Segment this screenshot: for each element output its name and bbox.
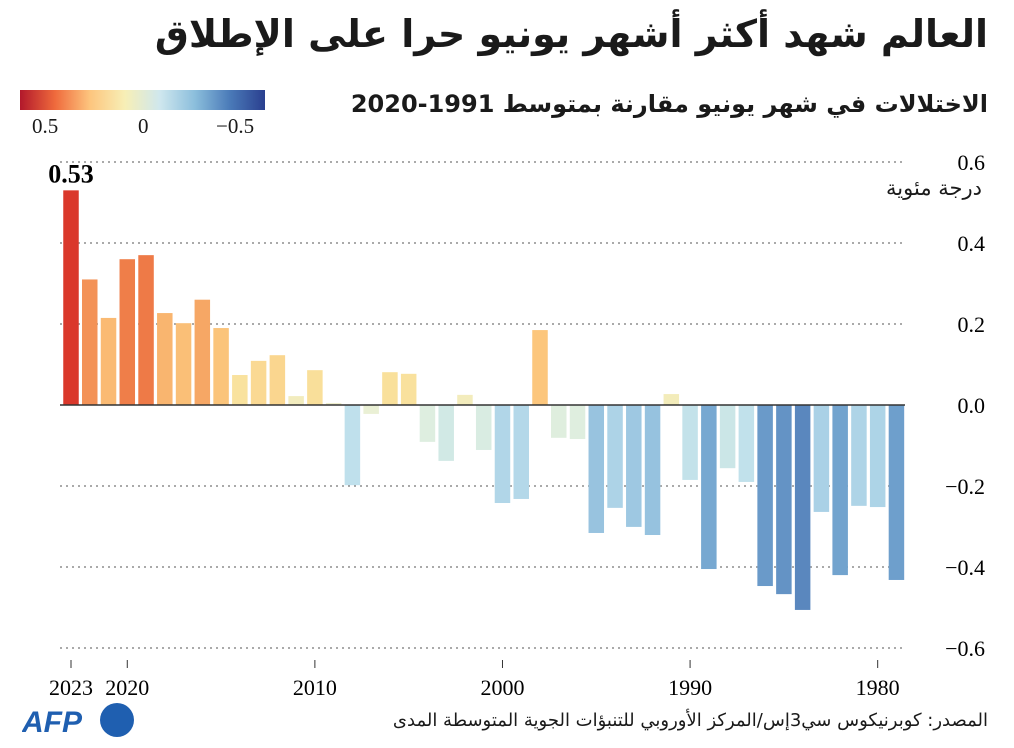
bar-2021 xyxy=(100,317,117,405)
y-tick-label: 0.0 xyxy=(958,393,986,418)
bar-2002 xyxy=(457,394,473,405)
bar-2003 xyxy=(438,405,454,461)
bar-1994 xyxy=(607,405,623,508)
bar-2005 xyxy=(400,373,417,405)
x-tick-label: 2000 xyxy=(480,675,524,700)
bar-2011 xyxy=(288,396,304,405)
x-tick-label: 2020 xyxy=(105,675,149,700)
bar-1986 xyxy=(757,405,773,587)
legend-label-min: −0.5 xyxy=(216,114,255,138)
x-tick-label: 1980 xyxy=(856,675,900,700)
bar-1998 xyxy=(532,330,548,405)
bar-1983 xyxy=(813,405,830,512)
y-tick-label: 0.6 xyxy=(958,150,986,175)
svg-text:AFP: AFP xyxy=(22,706,83,738)
bar-2006 xyxy=(382,372,398,405)
legend-color-bar xyxy=(20,90,265,110)
bar-2014 xyxy=(232,375,248,405)
bar-1992 xyxy=(644,405,661,536)
bar-1982 xyxy=(832,405,848,576)
bar-2001 xyxy=(475,405,492,450)
bar-2017 xyxy=(175,323,192,405)
bar-2012 xyxy=(269,355,286,405)
bar-1989 xyxy=(701,405,717,570)
bar-1988 xyxy=(719,405,736,469)
source-note: المصدر: كوبرنيكوس سي3إس/المركز الأوروبي … xyxy=(392,710,988,731)
bar-1991 xyxy=(663,394,680,405)
bar-1990 xyxy=(682,405,698,480)
bar-2010 xyxy=(307,370,323,405)
bar-2022 xyxy=(82,279,98,405)
bar-2016 xyxy=(194,299,211,405)
bar-1996 xyxy=(569,405,586,440)
y-tick-label: 0.2 xyxy=(958,312,986,337)
value-annotation: 0.53 xyxy=(48,159,94,188)
legend-label-zero: 0 xyxy=(138,114,149,138)
bar-2009 xyxy=(325,402,342,405)
bar-1993 xyxy=(626,405,642,527)
afp-logo: AFP xyxy=(21,702,142,742)
bar-2019 xyxy=(138,255,154,405)
bar-2020 xyxy=(119,259,136,405)
chart-title: العالم شهد أكثر أشهر يونيو حرا على الإطل… xyxy=(154,12,988,56)
bar-2004 xyxy=(419,405,436,442)
bar-1985 xyxy=(776,405,792,595)
bar-2015 xyxy=(213,328,229,405)
bar-2013 xyxy=(250,360,267,405)
bar-1979 xyxy=(888,405,905,580)
bar-1997 xyxy=(551,405,567,438)
bar-2007 xyxy=(363,405,379,414)
bar-1980 xyxy=(869,405,886,508)
x-tick-label: 2023 xyxy=(49,675,93,700)
bar-1987 xyxy=(738,405,755,482)
x-tick-label: 1990 xyxy=(668,675,712,700)
y-axis-label: درجة مئوية xyxy=(886,176,982,200)
x-tick-label: 2010 xyxy=(293,675,337,700)
y-tick-label: −0.2 xyxy=(945,474,985,499)
legend-label-max: 0.5 xyxy=(32,114,59,138)
bar-2008 xyxy=(344,405,361,486)
y-tick-label: −0.6 xyxy=(945,636,985,661)
y-tick-label: 0.4 xyxy=(958,231,986,256)
bar-1995 xyxy=(588,405,605,533)
bar-1999 xyxy=(513,405,529,499)
bar-1984 xyxy=(794,405,811,610)
bar-2000 xyxy=(494,405,511,504)
bar-2018 xyxy=(157,313,173,405)
y-tick-label: −0.4 xyxy=(945,555,985,580)
color-legend: 0.5 0 −0.5 xyxy=(20,90,265,138)
bar-2023 xyxy=(63,190,79,405)
bar-1981 xyxy=(851,405,867,506)
chart-subtitle: الاختلالات في شهر يونيو مقارنة بمتوسط 19… xyxy=(350,90,988,118)
